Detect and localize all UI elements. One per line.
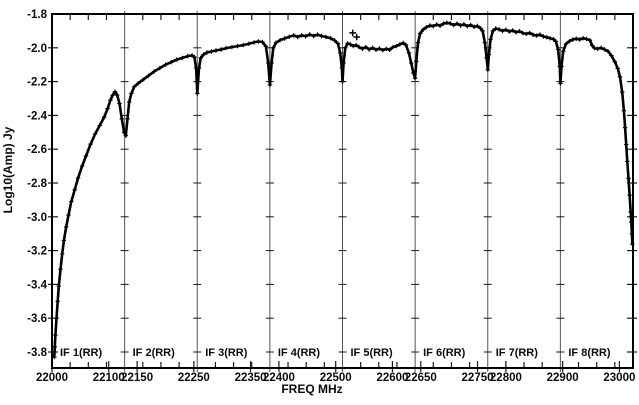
x-tick-label: 22750 <box>462 372 494 384</box>
y-tick-label: -3.0 <box>27 212 47 224</box>
y-tick-label: -2.0 <box>27 43 47 55</box>
if-panel-label: IF 2(RR) <box>133 347 176 359</box>
x-tick-label: 22500 <box>320 372 352 384</box>
x-tick-label: 22150 <box>121 372 153 384</box>
y-tick-label: -3.6 <box>27 313 47 325</box>
x-tick-label: 22100 <box>93 372 125 384</box>
y-tick-label: -2.8 <box>27 178 47 190</box>
y-tick-label: -2.2 <box>27 77 47 89</box>
x-tick-label: 22650 <box>405 372 437 384</box>
y-tick-label: -3.2 <box>27 246 47 258</box>
y-tick-label: -3.8 <box>27 347 47 359</box>
y-tick-label: -2.4 <box>27 110 47 122</box>
x-tick-label: 22900 <box>547 372 579 384</box>
x-tick-label: 22800 <box>490 372 522 384</box>
x-tick-label: 22350 <box>235 372 267 384</box>
if-panel-label: IF 7(RR) <box>496 347 539 359</box>
if-panel-label: IF 4(RR) <box>278 347 321 359</box>
if-panel-label: IF 6(RR) <box>423 347 466 359</box>
y-tick-label: -2.6 <box>27 144 47 156</box>
x-tick-label: 22250 <box>178 372 210 384</box>
if-panel-label: IF 8(RR) <box>568 347 611 359</box>
if-panel-label: IF 3(RR) <box>205 347 248 359</box>
x-tick-label: 22600 <box>376 372 408 384</box>
plot-frame <box>51 13 634 369</box>
if-panel-label: IF 5(RR) <box>351 347 394 359</box>
y-tick-label: -3.4 <box>27 279 47 291</box>
x-axis-title: FREQ MHz <box>281 382 342 396</box>
x-tick-label: 22400 <box>263 372 295 384</box>
outlier-plus-markers <box>349 29 360 41</box>
x-tick-label: 23000 <box>603 372 635 384</box>
bandpass-plus-markers <box>52 20 635 360</box>
x-tick-label: 22000 <box>36 372 68 384</box>
y-tick-label: -1.8 <box>27 9 47 21</box>
y-axis-title: Log10(Amp) Jy <box>1 126 15 213</box>
if-panel-label: IF 1(RR) <box>60 347 103 359</box>
